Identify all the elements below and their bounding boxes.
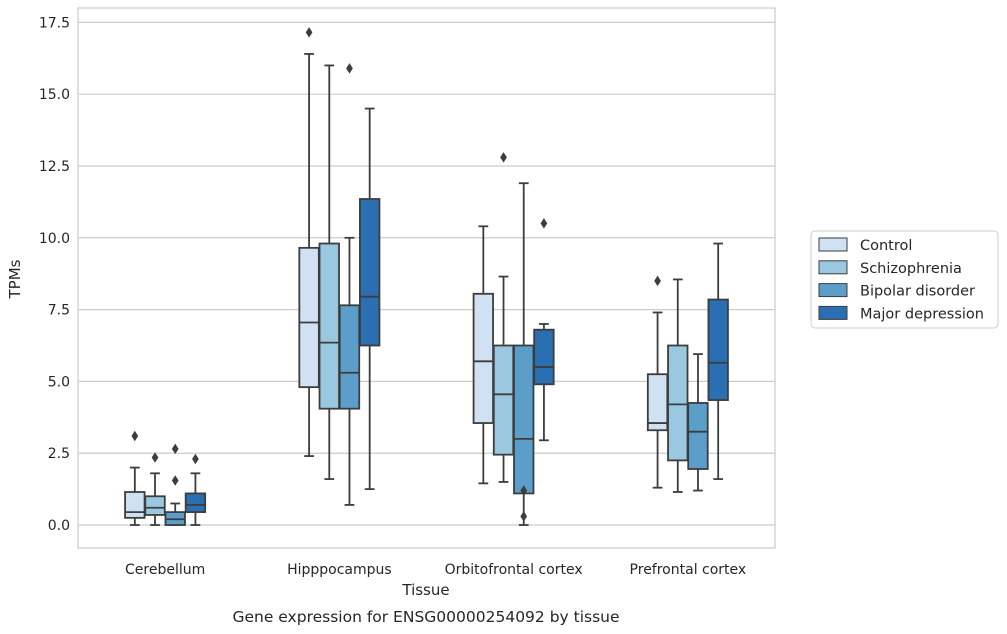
box-3-1 — [667, 278, 689, 493]
outlier-point — [540, 218, 548, 229]
box-iqr — [687, 402, 709, 470]
box-1-1 — [318, 64, 340, 480]
grid-lines — [78, 21, 775, 526]
box-iqr — [359, 198, 381, 347]
x-tick-label: Cerebellum — [125, 562, 205, 578]
outlier-point — [346, 63, 353, 74]
box-iqr — [144, 495, 166, 516]
outlier-point — [151, 452, 159, 463]
y-tick-label: 10.0 — [39, 231, 70, 247]
box-iqr — [492, 344, 515, 456]
box-1-0 — [298, 27, 320, 457]
box-3-3 — [707, 242, 729, 480]
box-iqr — [646, 373, 669, 432]
legend-label: Control — [860, 238, 912, 254]
x-tick-labels: Cerebellum Hipppocampus Orbitofrontal cort… — [125, 562, 746, 578]
legend-swatch — [818, 305, 848, 320]
outlier-point — [192, 453, 199, 465]
y-tick-label: 12.5 — [39, 159, 70, 175]
legend-frame — [810, 230, 999, 329]
outlier-point — [520, 511, 528, 522]
x-axis-label: Tissue — [401, 581, 449, 599]
legend-label: Schizophrenia — [860, 261, 962, 277]
outlier-point — [171, 443, 179, 455]
legend-label: Bipolar disorder — [860, 284, 975, 300]
outlier-point — [171, 475, 179, 486]
y-tick-label: 17.5 — [39, 15, 70, 31]
box-3-2 — [687, 353, 709, 492]
x-tick-label: Prefrontal cortex — [630, 562, 747, 578]
plot-frame — [77, 7, 776, 549]
box-iqr — [318, 242, 340, 410]
outlier-point — [500, 152, 507, 163]
legend-swatch — [818, 283, 848, 298]
y-tick-labels: 0.0 2.5 5.0 7.5 10.0 12.5 15.0 17.5 — [39, 15, 70, 534]
box-0-1 — [144, 452, 166, 526]
box-iqr — [472, 292, 494, 424]
box-groups — [124, 27, 729, 526]
box-iqr — [338, 304, 361, 410]
outlier-point — [131, 430, 139, 442]
legend-item: Major depression — [818, 305, 984, 322]
box-iqr — [298, 246, 320, 389]
box-1-2 — [338, 63, 361, 506]
legend: Control Schizophrenia Bipolar disorder Majo… — [810, 230, 999, 329]
y-tick-label: 0.0 — [48, 518, 70, 534]
y-tick-label: 7.5 — [48, 303, 70, 319]
box-iqr — [513, 344, 535, 495]
box-iqr — [124, 491, 146, 519]
outlier-point — [305, 27, 313, 38]
box-0-0 — [124, 430, 146, 526]
y-axis-label: TPMs — [6, 259, 24, 299]
box-0-2 — [164, 443, 186, 526]
chart-title: Gene expression for ENSG00000254092 by t… — [232, 608, 619, 626]
box-0-3 — [184, 453, 207, 526]
y-tick-label: 15.0 — [39, 87, 70, 103]
box-2-1 — [492, 152, 515, 483]
box-iqr — [533, 328, 555, 386]
box-3-0 — [646, 275, 669, 489]
legend-swatch — [818, 260, 848, 275]
box-2-2 — [513, 182, 535, 526]
legend-item: Control — [818, 237, 912, 254]
legend-swatch — [818, 237, 848, 252]
box-iqr — [184, 492, 207, 513]
box-2-3 — [533, 218, 555, 442]
box-iqr — [667, 344, 689, 462]
legend-item: Bipolar disorder — [818, 283, 975, 300]
x-tick-label: Hipppocampus — [287, 562, 392, 578]
legend-item: Schizophrenia — [818, 260, 962, 277]
outlier-point — [654, 275, 661, 287]
box-2-0 — [472, 225, 494, 485]
legend-label: Major depression — [860, 306, 984, 322]
y-tick-label: 5.0 — [48, 374, 70, 390]
box-iqr — [707, 298, 729, 401]
outlier-point — [520, 485, 528, 496]
box-1-3 — [359, 107, 381, 491]
x-tick-label: Orbitofrontal cortex — [445, 562, 583, 578]
y-tick-label: 2.5 — [48, 446, 70, 462]
